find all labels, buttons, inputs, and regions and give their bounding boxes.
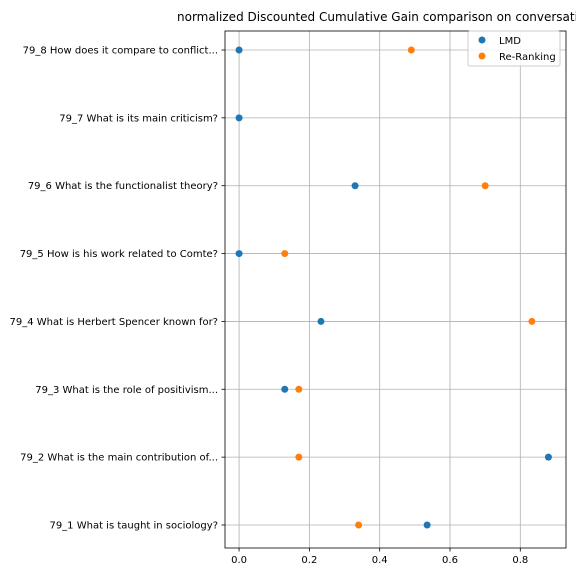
legend-label-lmd: LMD bbox=[499, 36, 521, 47]
y-tick-label: 79_1 What is taught in sociology? bbox=[49, 521, 218, 532]
point-re-ranking bbox=[281, 250, 289, 258]
y-tick-label: 79_7 What is its main criticism? bbox=[59, 113, 218, 124]
axes-frame bbox=[224, 30, 567, 549]
y-tick-label: 79_6 What is the functionalist theory? bbox=[28, 181, 218, 192]
legend-marker-lmd bbox=[478, 36, 486, 44]
x-tick-label: 0.4 bbox=[372, 555, 388, 566]
point-lmd bbox=[235, 114, 243, 122]
point-re-ranking bbox=[481, 182, 489, 190]
x-tick-label: 0.8 bbox=[512, 555, 528, 566]
point-re-ranking bbox=[295, 453, 303, 461]
point-lmd bbox=[423, 521, 431, 529]
point-lmd bbox=[281, 385, 289, 393]
point-lmd bbox=[235, 46, 243, 54]
legend: LMD Re-Ranking bbox=[467, 30, 561, 67]
x-tick-label: 0.6 bbox=[442, 555, 458, 566]
legend-box bbox=[467, 30, 561, 67]
point-lmd bbox=[544, 453, 552, 461]
x-tick-label: 0.2 bbox=[301, 555, 317, 566]
point-re-ranking bbox=[528, 317, 536, 325]
y-tick-label: 79_2 What is the main contribution of... bbox=[20, 453, 218, 464]
point-lmd bbox=[317, 317, 325, 325]
y-tick-label: 79_8 How does it compare to conflict... bbox=[23, 46, 218, 57]
y-tick-label: 79_4 What is Herbert Spencer known for? bbox=[9, 317, 218, 328]
plot-area-border bbox=[224, 30, 567, 549]
ticks: 0.0 0.2 0.4 0.6 0.8 79_1 What is taught in so… bbox=[9, 46, 528, 567]
point-re-ranking bbox=[355, 521, 363, 529]
point-re-ranking bbox=[295, 385, 303, 393]
y-tick-label: 79_3 What is the role of positivism... bbox=[35, 385, 218, 396]
x-tick-label: 0.0 bbox=[231, 555, 247, 566]
point-lmd bbox=[235, 250, 243, 258]
chart-title: normalized Discounted Cumulative Gain co… bbox=[177, 10, 576, 24]
point-lmd bbox=[351, 182, 359, 190]
point-re-ranking bbox=[407, 46, 415, 54]
y-tick-label: 79_5 How is his work related to Comte? bbox=[20, 249, 218, 260]
points bbox=[235, 46, 552, 529]
legend-marker-re-ranking bbox=[478, 52, 486, 60]
legend-label-re-ranking: Re-Ranking bbox=[499, 52, 556, 63]
